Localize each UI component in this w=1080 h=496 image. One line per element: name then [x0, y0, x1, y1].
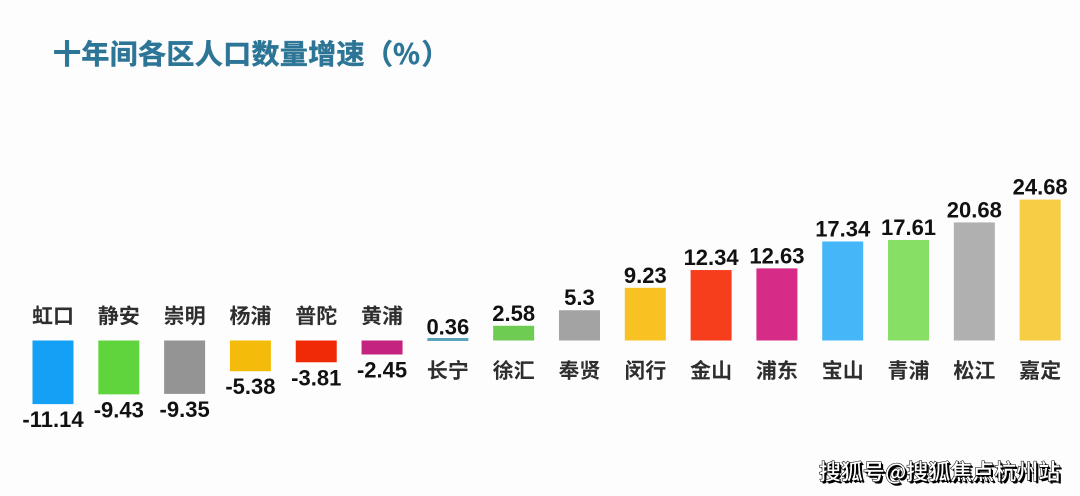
svg-text:-3.81: -3.81	[291, 365, 341, 390]
svg-text:-9.35: -9.35	[160, 397, 210, 422]
svg-text:17.61: 17.61	[881, 215, 936, 240]
svg-text:2.58: 2.58	[492, 301, 535, 326]
svg-text:20.68: 20.68	[947, 197, 1002, 222]
svg-text:-11.14: -11.14	[22, 407, 84, 432]
svg-text:-5.38: -5.38	[225, 374, 275, 399]
svg-text:9.23: 9.23	[624, 263, 667, 288]
svg-text:-2.45: -2.45	[357, 357, 407, 382]
svg-text:12.34: 12.34	[684, 245, 740, 270]
svg-text:-9.43: -9.43	[94, 397, 144, 422]
svg-text:5.3: 5.3	[564, 285, 595, 310]
svg-text:12.63: 12.63	[749, 243, 804, 268]
svg-text:0.36: 0.36	[426, 315, 469, 340]
svg-text:24.68: 24.68	[1013, 175, 1068, 200]
svg-text:17.34: 17.34	[815, 216, 871, 241]
